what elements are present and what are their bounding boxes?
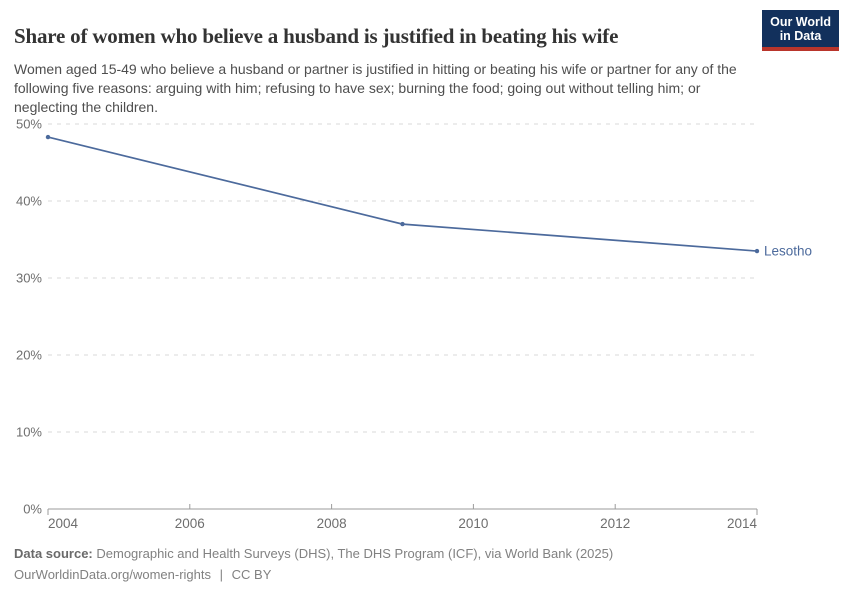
y-axis-tick-label: 20% xyxy=(16,348,42,363)
footer-separator: | xyxy=(219,567,224,582)
owid-logo-line1: Our World xyxy=(770,15,831,29)
y-axis-tick-label: 30% xyxy=(16,271,42,286)
owid-url-link[interactable]: OurWorldinData.org/women-rights xyxy=(14,567,211,582)
data-point-marker[interactable] xyxy=(754,248,760,254)
y-axis-tick-label: 0% xyxy=(23,502,42,517)
series-line-lesotho[interactable] xyxy=(47,136,758,252)
owid-logo-line2: in Data xyxy=(779,29,822,43)
data-point-marker[interactable] xyxy=(45,134,51,140)
y-axis-tick-label: 40% xyxy=(16,194,42,209)
chart-footer: Data source: Demographic and Health Surv… xyxy=(14,543,613,585)
owid-logo[interactable]: Our World in Data xyxy=(762,10,839,51)
x-axis-tick-label: 2010 xyxy=(458,516,488,531)
x-axis-tick-label: 2014 xyxy=(727,516,758,531)
x-axis-tick-label: 2004 xyxy=(48,516,79,531)
cc-by-link[interactable]: CC BY xyxy=(231,567,272,582)
data-source-text: Demographic and Health Surveys (DHS), Th… xyxy=(96,546,614,561)
y-axis-tick-label: 10% xyxy=(16,425,42,440)
license-line: OurWorldinData.org/women-rights | CC BY xyxy=(14,564,613,585)
entity-label-lesotho[interactable]: Lesotho xyxy=(764,244,812,259)
data-source-line: Data source: Demographic and Health Surv… xyxy=(14,543,613,564)
y-axis-tick-label: 50% xyxy=(16,117,42,132)
data-point-marker[interactable] xyxy=(400,221,405,227)
data-source-label: Data source: xyxy=(14,546,93,561)
x-axis-tick-label: 2006 xyxy=(175,516,205,531)
x-axis-tick-label: 2008 xyxy=(317,516,347,531)
x-axis-tick-label: 2012 xyxy=(600,516,630,531)
line-chart: 0% 10% 20% 30% 40% 50% 2004 2006 2008 2010 2012 201… xyxy=(16,117,812,532)
page-title: Share of women who believe a husband is … xyxy=(14,24,619,49)
chart-subtitle: Women aged 15-49 who believe a husband o… xyxy=(14,61,737,115)
